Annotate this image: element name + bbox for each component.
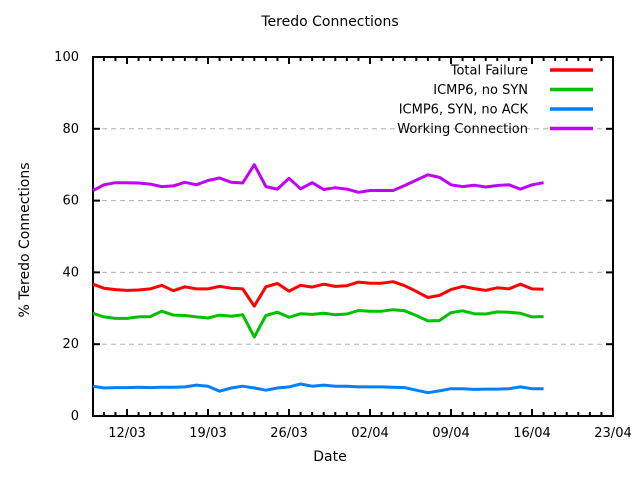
legend-label: ICMP6, no SYN (433, 83, 528, 98)
y-tick-label: 0 (71, 409, 79, 424)
y-tick-label: 20 (62, 337, 79, 352)
x-tick-label: 23/04 (594, 426, 631, 441)
x-tick-label: 19/03 (189, 426, 226, 441)
series-line-icmp6-syn-no-ack (92, 382, 544, 395)
x-tick-label: 02/04 (351, 426, 388, 441)
x-tick-label: 16/04 (513, 426, 550, 441)
series-line-icmp6-no-syn (92, 308, 544, 339)
legend-label: Total Failure (450, 64, 528, 79)
chart-title: Teredo Connections (261, 14, 399, 30)
x-tick-label: 12/03 (108, 426, 145, 441)
legend-label: ICMP6, SYN, no ACK (399, 103, 529, 118)
plot-border (92, 56, 614, 417)
x-axis-label: Date (313, 449, 347, 465)
x-tick-label: 26/03 (270, 426, 307, 441)
series-line-total-failure (92, 280, 544, 308)
x-tick-label: 09/04 (432, 426, 469, 441)
legend-label: Working Connection (397, 122, 528, 137)
y-tick-label: 100 (54, 50, 79, 65)
y-tick-label: 80 (62, 122, 79, 137)
y-tick-label: 40 (62, 265, 79, 280)
series-line-working-connection (92, 163, 544, 194)
y-tick-label: 60 (62, 194, 79, 209)
